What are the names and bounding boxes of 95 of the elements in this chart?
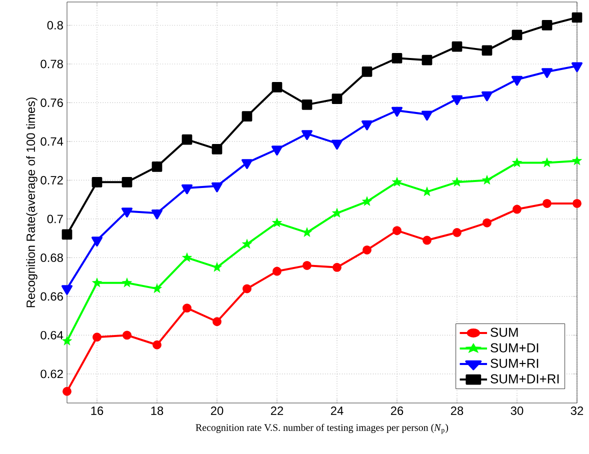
point <box>272 217 282 228</box>
point <box>182 252 192 262</box>
point <box>451 95 463 106</box>
x-tick-label: 26 <box>390 406 404 415</box>
point <box>361 120 373 130</box>
point <box>331 140 343 150</box>
point <box>92 332 102 342</box>
point <box>392 176 402 187</box>
point <box>391 106 403 117</box>
point <box>242 284 252 294</box>
point <box>302 260 312 270</box>
point <box>242 238 252 249</box>
point <box>212 144 222 154</box>
point <box>482 174 492 185</box>
point <box>242 111 252 122</box>
x-tick-label: 24 <box>330 406 344 415</box>
point <box>241 159 253 170</box>
point <box>362 196 372 206</box>
point <box>91 236 103 247</box>
legend-label: SUM+DI+RI <box>490 374 559 384</box>
point <box>541 68 553 78</box>
point <box>272 266 282 276</box>
point <box>61 285 73 295</box>
legend-label: SUM+RI <box>490 358 538 368</box>
point <box>181 184 193 194</box>
x-tick-label: 28 <box>450 406 464 415</box>
point <box>62 229 72 240</box>
point <box>62 336 72 346</box>
point <box>92 176 102 188</box>
point <box>572 12 582 23</box>
point <box>362 66 372 77</box>
point <box>121 208 133 218</box>
point <box>182 304 192 313</box>
x-tick-label: 22 <box>270 406 284 415</box>
point <box>452 176 462 187</box>
point <box>122 330 132 340</box>
y-tick-label: 0.72 <box>40 176 63 184</box>
point <box>212 317 222 326</box>
point <box>122 277 132 288</box>
point <box>422 236 432 245</box>
x-tick-label: 20 <box>210 406 224 415</box>
x-tick-label: 16 <box>91 406 104 415</box>
point <box>332 262 342 272</box>
point <box>511 76 523 86</box>
point <box>302 99 312 110</box>
point <box>151 210 163 220</box>
point <box>482 218 492 228</box>
point <box>152 283 162 294</box>
y-tick-label: 0.78 <box>40 60 63 68</box>
legend-label: SUM <box>490 328 518 337</box>
point <box>481 91 493 102</box>
point <box>392 226 402 236</box>
point <box>572 155 582 166</box>
point <box>571 62 583 72</box>
point <box>542 157 552 168</box>
y-tick-label: 0.74 <box>40 137 64 146</box>
point <box>422 54 432 66</box>
x-tick-label: 18 <box>151 406 164 415</box>
point <box>362 245 372 254</box>
point <box>152 340 162 350</box>
point <box>452 228 462 238</box>
point <box>542 198 552 208</box>
point <box>452 41 462 52</box>
point <box>332 208 342 218</box>
point <box>302 227 312 237</box>
point <box>421 110 433 121</box>
y-tick-label: 0.62 <box>40 370 63 378</box>
point <box>92 277 102 288</box>
point <box>211 182 223 192</box>
point <box>62 386 72 396</box>
x-axis-title: Recognition rate V.S. number of testing images per person (N$_{p}$) <box>196 424 448 434</box>
y-tick-label: 0.76 <box>40 98 63 107</box>
y-tick-label: 0.8 <box>47 21 63 30</box>
y-tick-label: 0.7 <box>47 214 63 224</box>
y-tick-label: 0.66 <box>40 292 63 301</box>
point <box>512 157 522 168</box>
point <box>122 176 132 188</box>
point <box>332 94 342 104</box>
x-tick-label: 30 <box>510 406 524 415</box>
point <box>482 45 492 56</box>
legend-label: SUM+DI <box>490 343 538 352</box>
point <box>182 134 192 145</box>
x-tick-label: 32 <box>570 406 584 415</box>
point <box>392 52 402 64</box>
point <box>512 204 522 214</box>
y-tick-label: 0.68 <box>40 253 63 262</box>
point <box>572 198 582 208</box>
point <box>301 130 313 140</box>
y-axis-title: Recognition Rate(average of 100 times) <box>26 98 38 308</box>
point <box>272 82 282 92</box>
point <box>152 161 162 172</box>
y-tick-label: 0.64 <box>40 330 64 340</box>
point <box>271 146 283 156</box>
point <box>512 30 522 40</box>
point <box>542 20 552 30</box>
